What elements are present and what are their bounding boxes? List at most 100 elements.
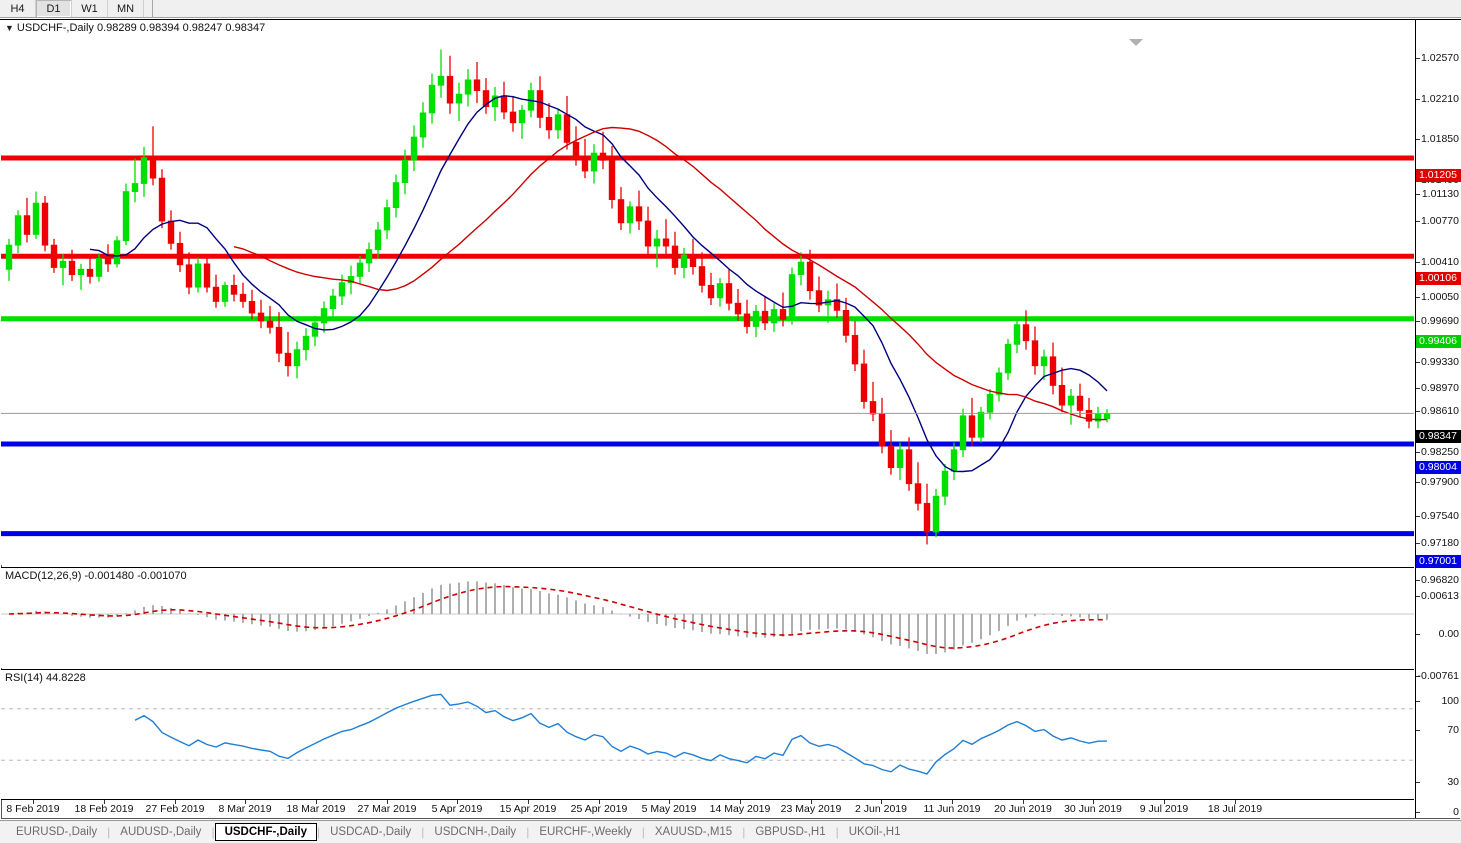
chart-scroll-marker-icon[interactable]: [1129, 39, 1143, 46]
price-scale-tick: [1416, 221, 1420, 222]
candle-body: [716, 283, 724, 299]
candle-body: [221, 284, 229, 302]
candle-body: [815, 290, 823, 306]
candle-body: [347, 276, 355, 284]
chart-tab-bar[interactable]: EURUSD-,Daily | AUDUSD-,Daily | USDCHF-,Dail…: [0, 820, 1461, 843]
price-scale-tick: [1416, 482, 1420, 483]
time-axis-label: 18 Mar 2019: [286, 803, 346, 815]
time-axis-label: 30 Jun 2019: [1064, 803, 1122, 815]
candle-body: [1094, 413, 1102, 422]
chart-tab-ukoil-h1[interactable]: UKOil-,H1: [848, 826, 901, 838]
candle-body: [113, 240, 121, 265]
candle-body: [248, 301, 256, 314]
price-level-badge[interactable]: 1.00106: [1416, 272, 1461, 285]
price-scale-tick: [1416, 58, 1420, 59]
chart-tab-xauusd-m15[interactable]: XAUUSD-,M15: [654, 826, 733, 838]
candle-body: [869, 401, 877, 415]
chart-tab-eurchf-weekly[interactable]: EURCHF-,Weekly: [539, 826, 632, 838]
time-axis[interactable]: 8 Feb 2019 18 Feb 2019 27 Feb 2019 8 Mar 20…: [1, 799, 1414, 818]
candle-body: [977, 411, 985, 438]
chart-tab-usdcnh-daily[interactable]: USDCNH-,Daily: [434, 826, 517, 838]
time-axis-tick: [1093, 800, 1094, 804]
candle-body: [293, 349, 301, 367]
candlestick-series: [5, 49, 1111, 545]
collapse-arrow-icon[interactable]: ▼: [5, 23, 14, 33]
macd-signal-line: [8, 585, 1108, 649]
chart-tab-audusd-daily[interactable]: AUDUSD-,Daily: [120, 826, 202, 838]
tab-divider: |: [641, 825, 645, 839]
candle-body: [122, 191, 130, 242]
chart-tab-gbpusd-h1[interactable]: GBPUSD-,H1: [755, 826, 826, 838]
tab-divider: |: [211, 825, 215, 839]
price-scale-label: 0.99690: [1421, 315, 1459, 327]
time-axis-tick: [316, 800, 317, 804]
toolbar-divider: [152, 0, 153, 17]
tab-divider: |: [526, 825, 530, 839]
price-scale-label: 0: [1453, 806, 1459, 818]
candle-body: [437, 75, 445, 86]
price-level-badge[interactable]: 0.99406: [1416, 335, 1461, 348]
price-scale-tick: [1416, 634, 1420, 635]
price-pane[interactable]: ▼ USDCHF-,Daily 0.98289 0.98394 0.98247 0…: [1, 20, 1414, 565]
candle-body: [1040, 356, 1048, 367]
candle-body: [770, 309, 778, 324]
rsi-pane[interactable]: RSI(14) 44.8228: [1, 669, 1414, 799]
candle-body: [383, 207, 391, 231]
timeframe-button-mn[interactable]: MN: [108, 0, 144, 17]
candle-body: [959, 415, 967, 451]
candle-body: [410, 136, 418, 161]
price-scale-tick: [1416, 812, 1420, 813]
time-axis-tick: [1023, 800, 1024, 804]
timeframe-button-d1[interactable]: D1: [36, 0, 72, 17]
tab-divider: |: [742, 825, 746, 839]
price-scale-tick: [1416, 99, 1420, 100]
price-level-badge[interactable]: 0.98347: [1416, 430, 1461, 443]
price-scale-label: 100: [1441, 695, 1459, 707]
chart-tab-eurusd-daily[interactable]: EURUSD-,Daily: [16, 826, 98, 838]
time-axis-label: 8 Feb 2019: [6, 803, 60, 815]
candle-body: [581, 158, 589, 172]
timeframe-button-h4[interactable]: H4: [0, 0, 36, 17]
candle-body: [545, 116, 553, 131]
candle-body: [320, 308, 328, 324]
candle-body: [635, 206, 643, 222]
macd-pane[interactable]: MACD(12,26,9) -0.001480 -0.001070: [1, 567, 1414, 668]
candle-body: [518, 109, 526, 124]
price-scale-tick: [1416, 580, 1420, 581]
candle-body: [284, 352, 292, 367]
candle-body: [914, 483, 922, 504]
price-level-badge[interactable]: 0.97001: [1416, 555, 1461, 568]
candle-body: [50, 244, 58, 268]
timeframe-label: MN: [116, 2, 135, 15]
time-axis-tick: [669, 800, 670, 804]
price-level-badge[interactable]: 0.98004: [1416, 461, 1461, 474]
candle-body: [680, 254, 688, 268]
candle-body: [644, 220, 652, 247]
time-axis-tick: [811, 800, 812, 804]
time-axis-label: 2 Jun 2019: [855, 803, 907, 815]
price-scale-axis[interactable]: 1.025701.022101.018501.014901.011301.007…: [1415, 20, 1461, 818]
candle-body: [230, 284, 238, 295]
candle-body: [752, 310, 760, 327]
time-axis-tick: [387, 800, 388, 804]
price-scale-tick: [1416, 194, 1420, 195]
price-scale-label: 1.01130: [1421, 188, 1459, 200]
candle-body: [365, 249, 373, 264]
candle-body: [1049, 356, 1057, 386]
chart-canvas-window[interactable]: ▼ USDCHF-,Daily 0.98289 0.98394 0.98247 0…: [0, 19, 1461, 819]
price-scale-tick: [1416, 701, 1420, 702]
candle-body: [743, 313, 751, 327]
timeframe-button-w1[interactable]: W1: [72, 0, 108, 17]
time-axis-label: 27 Mar 2019: [357, 803, 417, 815]
price-scale-tick: [1416, 262, 1420, 263]
chart-tab-usdcad-daily[interactable]: USDCAD-,Daily: [330, 826, 412, 838]
candle-body: [1103, 412, 1111, 419]
candle-body: [464, 79, 472, 95]
candle-body: [968, 415, 976, 438]
price-scale-tick: [1416, 543, 1420, 544]
price-scale-label: 30: [1447, 776, 1459, 788]
macd-label: MACD(12,26,9) -0.001480 -0.001070: [5, 570, 187, 582]
candle-body: [671, 245, 679, 268]
chart-tab-usdchf-daily[interactable]: USDCHF-,Daily: [214, 823, 317, 841]
price-level-badge[interactable]: 1.01205: [1416, 169, 1461, 182]
